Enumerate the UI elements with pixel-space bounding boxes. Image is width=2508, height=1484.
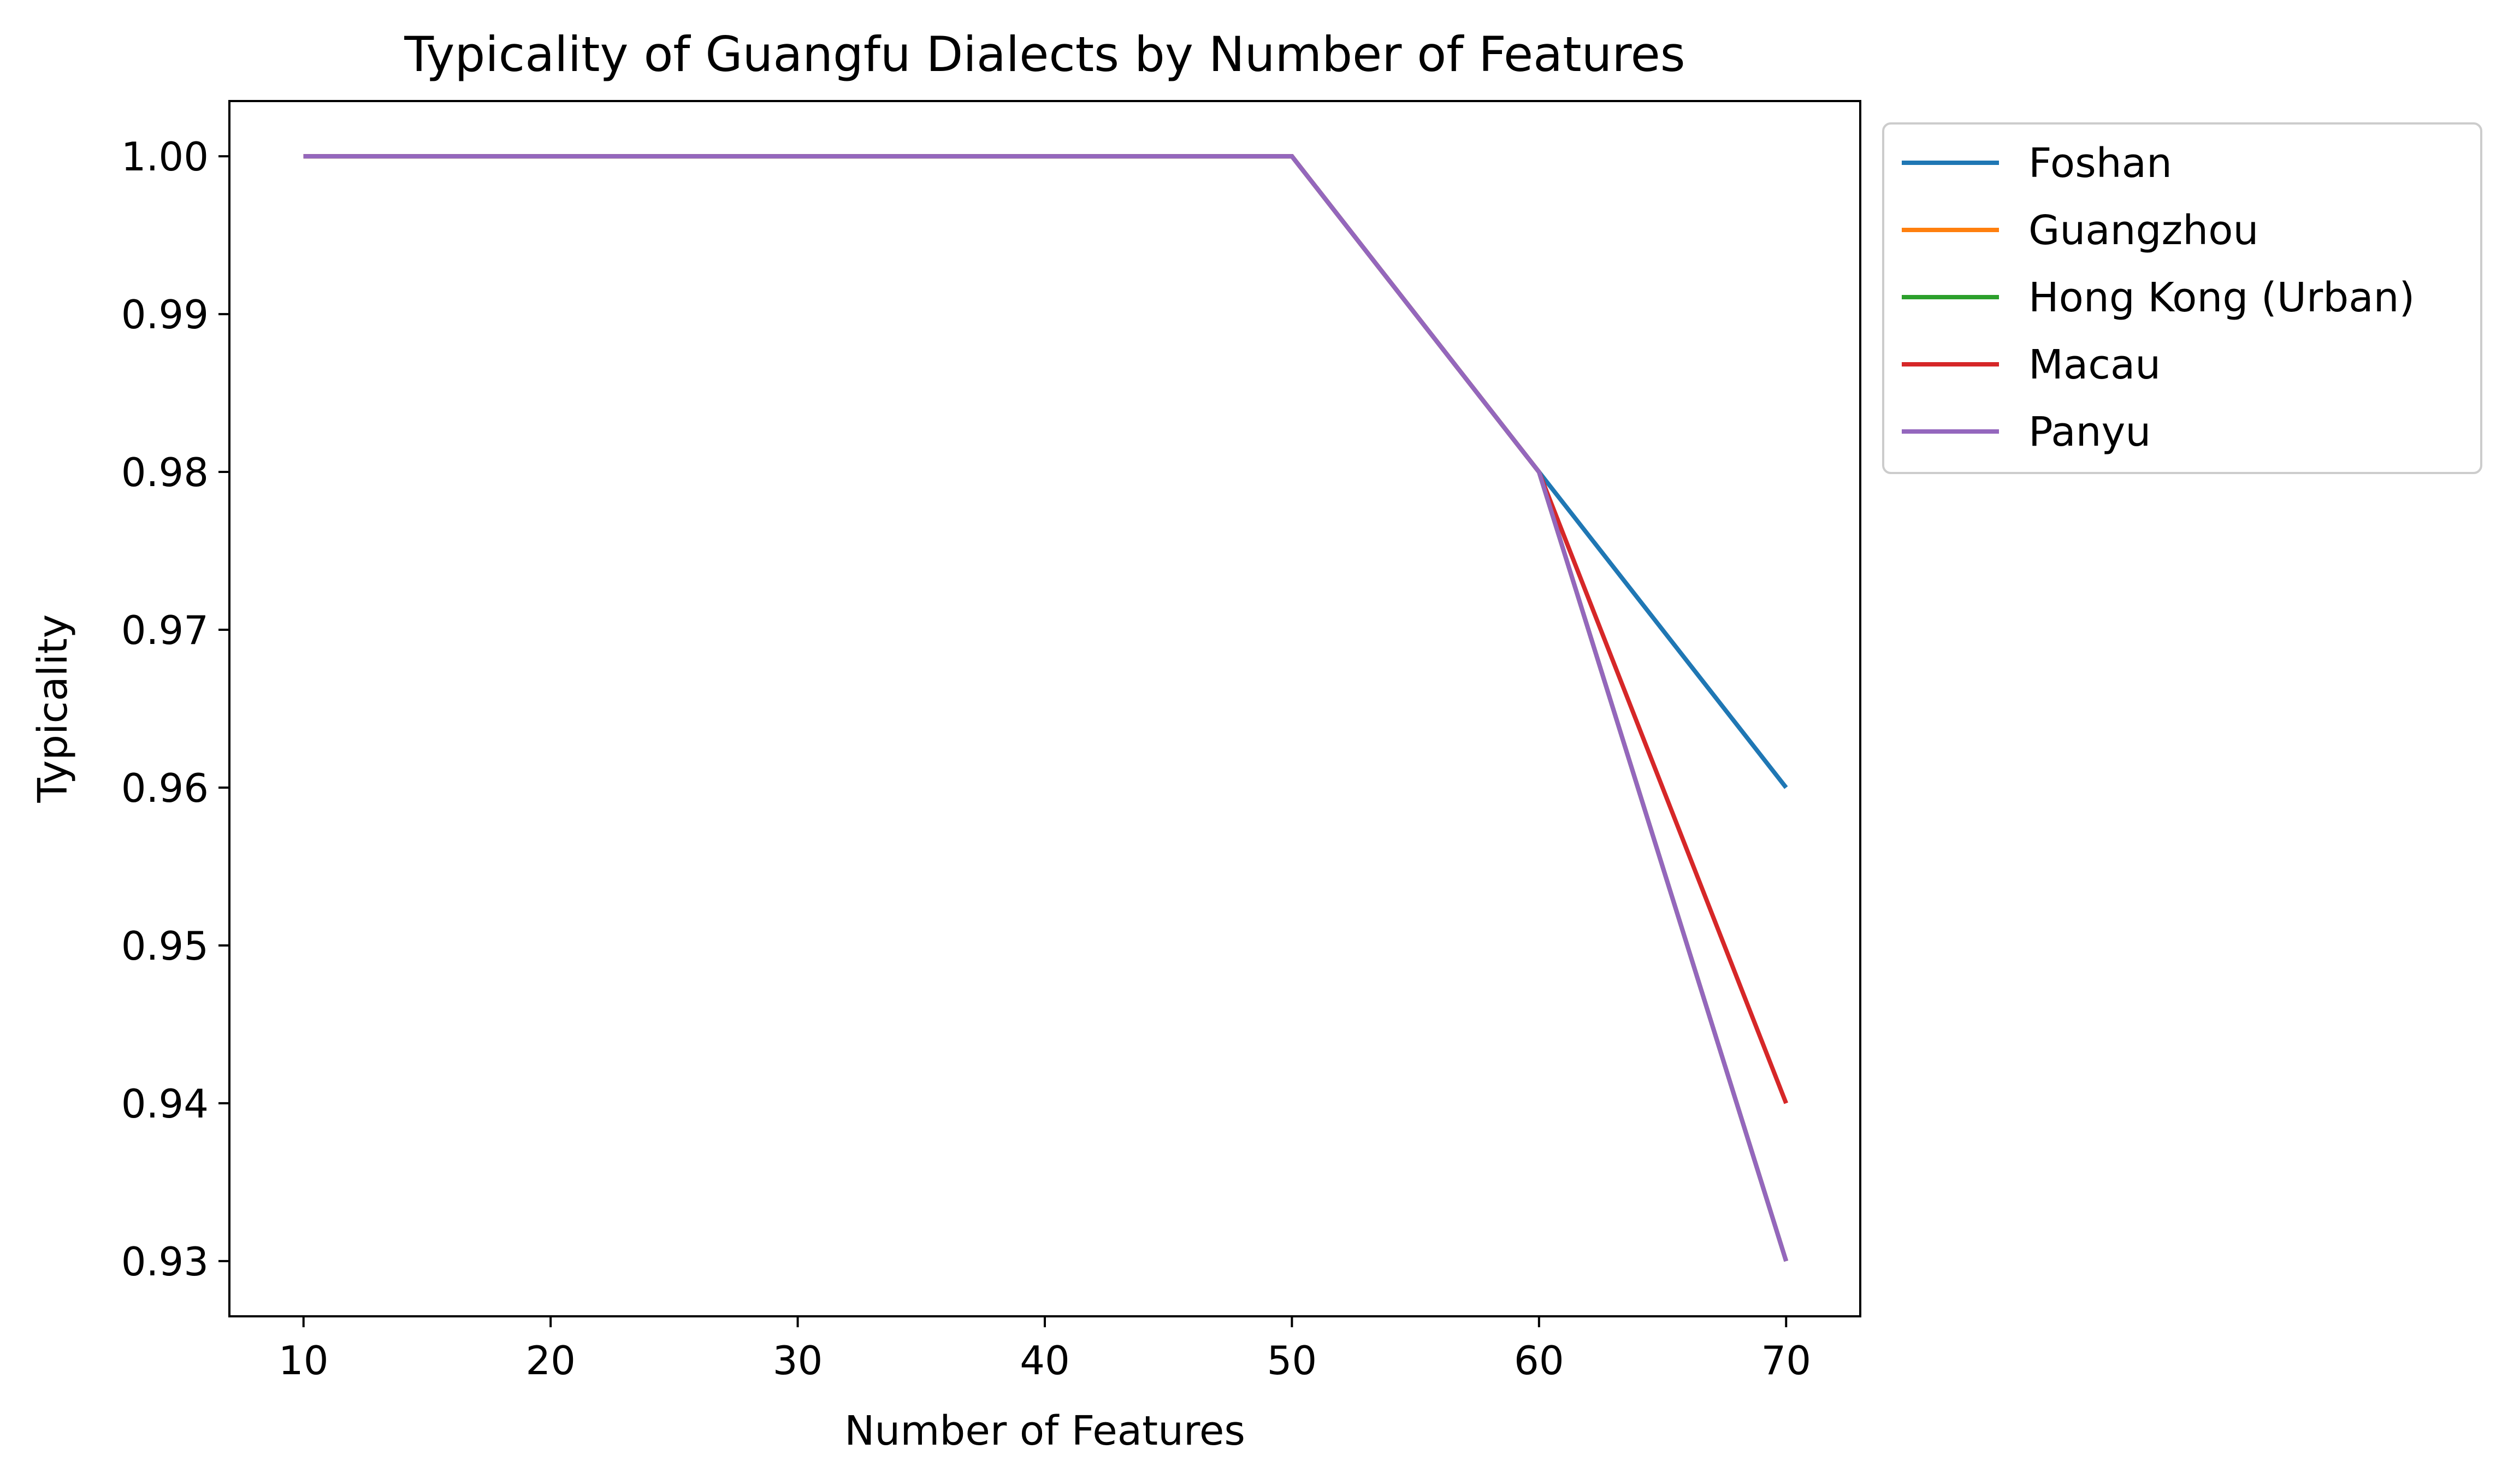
chart-title: Typicality of Guangfu Dialects by Number…	[404, 26, 1685, 82]
series-line-panyu	[303, 154, 1789, 1262]
y-tick-label: 0.97	[121, 607, 209, 653]
legend: Foshan Guangzhou Hong Kong (Urban) Macau Pan…	[1882, 122, 2482, 474]
x-tick-label: 60	[1514, 1338, 1564, 1384]
y-axis-label: Typicality	[29, 614, 76, 803]
y-tick-label: 0.98	[121, 450, 209, 495]
legend-label-panyu: Panyu	[2028, 409, 2151, 456]
y-tick-label: 0.95	[121, 923, 209, 969]
series-layer	[303, 154, 1789, 1262]
y-tick-label: 0.93	[121, 1239, 209, 1285]
legend-label-hong-kong-urban: Hong Kong (Urban)	[2028, 274, 2415, 321]
x-tick-label: 70	[1761, 1338, 1811, 1384]
legend-label-guangzhou: Guangzhou	[2028, 207, 2258, 254]
y-axis: 0.93 0.94 0.95 0.96 0.97 0.98 0.99 1.00	[121, 134, 229, 1285]
legend-label-macau: Macau	[2028, 341, 2161, 388]
x-tick-label: 10	[279, 1338, 329, 1384]
x-tick-label: 30	[773, 1338, 823, 1384]
legend-box	[1882, 122, 2482, 474]
x-axis: 10 20 30 40 50 60 70	[279, 1316, 1811, 1384]
x-tick-label: 50	[1267, 1338, 1317, 1384]
y-tick-label: 0.96	[121, 765, 209, 811]
x-tick-label: 40	[1020, 1338, 1070, 1384]
y-tick-label: 1.00	[121, 134, 209, 180]
y-tick-label: 0.99	[121, 292, 209, 338]
x-tick-label: 20	[525, 1338, 576, 1384]
x-axis-label: Number of Features	[844, 1408, 1245, 1455]
legend-label-foshan: Foshan	[2028, 140, 2172, 187]
y-tick-label: 0.94	[121, 1081, 209, 1127]
